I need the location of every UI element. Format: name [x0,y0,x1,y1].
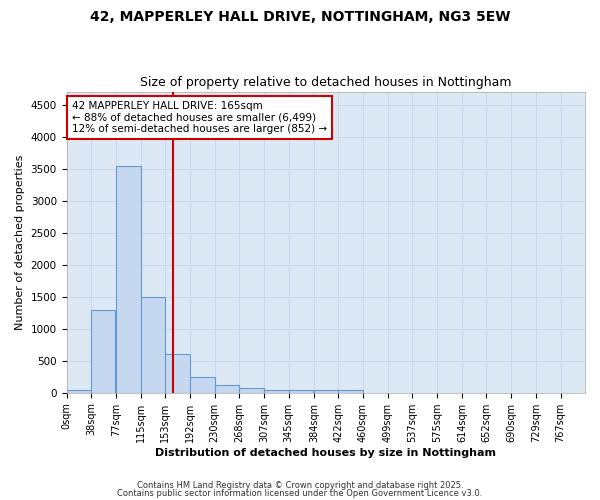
Y-axis label: Number of detached properties: Number of detached properties [15,154,25,330]
Bar [190,376,215,392]
X-axis label: Distribution of detached houses by size in Nottingham: Distribution of detached houses by size … [155,448,496,458]
Bar [116,166,140,392]
Text: Contains public sector information licensed under the Open Government Licence v3: Contains public sector information licen… [118,488,482,498]
Text: Contains HM Land Registry data © Crown copyright and database right 2025.: Contains HM Land Registry data © Crown c… [137,481,463,490]
Bar [140,297,165,392]
Bar [67,390,91,392]
Title: Size of property relative to detached houses in Nottingham: Size of property relative to detached ho… [140,76,512,90]
Bar [91,310,115,392]
Text: 42, MAPPERLEY HALL DRIVE, NOTTINGHAM, NG3 5EW: 42, MAPPERLEY HALL DRIVE, NOTTINGHAM, NG… [90,10,510,24]
Bar [165,354,190,393]
Bar [239,388,263,392]
Bar [289,390,313,392]
Text: 42 MAPPERLEY HALL DRIVE: 165sqm
← 88% of detached houses are smaller (6,499)
12%: 42 MAPPERLEY HALL DRIVE: 165sqm ← 88% of… [72,101,327,134]
Bar [314,390,338,392]
Bar [264,390,289,392]
Bar [338,390,363,392]
Bar [215,385,239,392]
